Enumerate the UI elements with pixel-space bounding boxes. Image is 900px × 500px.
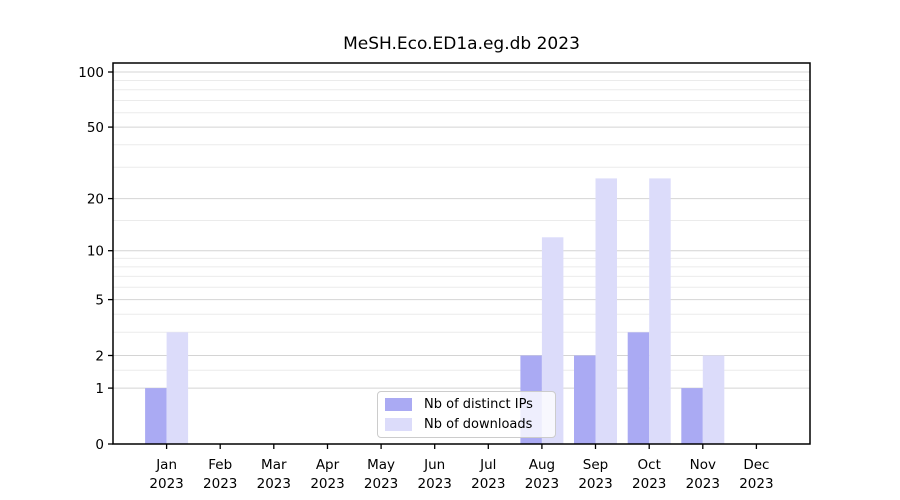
y-tick-label: 2 xyxy=(95,348,104,364)
bar-nov-ips xyxy=(681,388,703,444)
x-tick-label-month: Dec xyxy=(743,457,769,473)
x-axis: Jan 2023 Feb 2023 Mar 2023 Apr 2023 May 2023 Jun 20… xyxy=(149,444,774,492)
x-tick-label-month: Nov xyxy=(690,457,716,473)
x-tick-label-year: 2023 xyxy=(578,476,612,492)
bar-jan-downloads xyxy=(166,332,189,444)
y-tick-label: 0 xyxy=(95,437,104,453)
y-tick-label: 20 xyxy=(87,191,104,207)
bar-oct-ips xyxy=(627,332,650,444)
x-tick-label-year: 2023 xyxy=(739,476,773,492)
x-tick-label-month: Feb xyxy=(208,457,232,473)
legend-label-downloads: Nb of downloads xyxy=(424,417,533,432)
x-tick-label-year: 2023 xyxy=(257,476,291,492)
x-tick-label-year: 2023 xyxy=(310,476,344,492)
x-tick-label-month: May xyxy=(367,457,395,473)
bar-sep-downloads xyxy=(595,178,617,444)
legend-swatch-downloads xyxy=(385,418,412,431)
x-tick-label-month: Mar xyxy=(261,457,287,473)
chart-title: MeSH.Eco.ED1a.eg.db 2023 xyxy=(343,34,580,54)
x-tick-label-month: Jun xyxy=(423,457,445,473)
y-tick-label: 100 xyxy=(78,65,104,81)
x-tick-label-year: 2023 xyxy=(418,476,452,492)
x-tick-label-month: Apr xyxy=(316,457,340,473)
legend-item-distinct-ips: Nb of distinct IPs xyxy=(385,397,547,412)
legend-item-downloads: Nb of downloads xyxy=(385,417,547,432)
x-tick-label-year: 2023 xyxy=(149,476,183,492)
legend-swatch-distinct-ips xyxy=(385,398,412,411)
y-tick-label: 1 xyxy=(95,381,104,397)
y-tick-label: 50 xyxy=(87,120,104,136)
bar-oct-downloads xyxy=(649,178,671,444)
minor-gridlines xyxy=(113,80,810,371)
x-tick-label-month: Aug xyxy=(529,457,555,473)
bar-nov-downloads xyxy=(702,355,725,444)
y-tick-label: 10 xyxy=(87,244,104,260)
bar-sep-ips xyxy=(574,355,596,444)
x-tick-label-month: Jan xyxy=(155,457,177,473)
bar-jan-ips xyxy=(145,388,167,444)
x-tick-label-month: Sep xyxy=(583,457,608,473)
x-tick-label-month: Oct xyxy=(638,457,661,473)
x-tick-label-year: 2023 xyxy=(364,476,398,492)
x-tick-label-year: 2023 xyxy=(203,476,237,492)
legend: Nb of distinct IPs Nb of downloads xyxy=(377,391,556,438)
y-axis: 0 1 2 5 10 20 50 100 xyxy=(78,65,113,453)
legend-label-distinct-ips: Nb of distinct IPs xyxy=(424,397,533,412)
x-tick-label-year: 2023 xyxy=(686,476,720,492)
x-tick-label-month: Jul xyxy=(479,457,496,473)
x-tick-label-year: 2023 xyxy=(471,476,505,492)
major-gridlines xyxy=(113,71,810,389)
y-tick-label: 5 xyxy=(95,292,104,308)
axes-spines xyxy=(112,62,811,445)
x-tick-label-year: 2023 xyxy=(525,476,559,492)
x-tick-label-year: 2023 xyxy=(632,476,666,492)
